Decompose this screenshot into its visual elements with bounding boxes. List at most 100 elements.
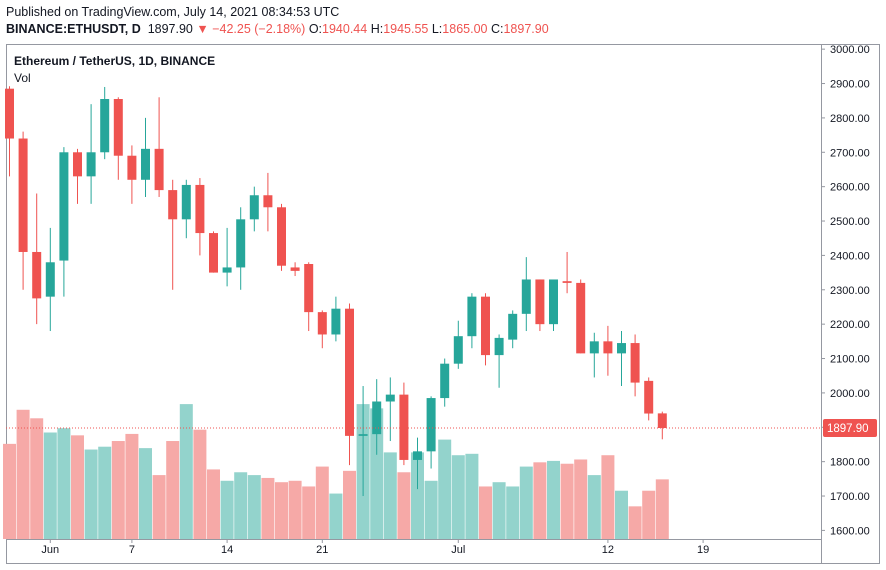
candle[interactable] <box>317 310 327 349</box>
volume-bar <box>438 439 452 539</box>
candle[interactable] <box>399 382 409 466</box>
candle[interactable] <box>290 262 300 277</box>
candle[interactable] <box>113 97 123 180</box>
price-tick-label: 2900.00 <box>830 79 870 91</box>
candle[interactable] <box>141 117 150 197</box>
candle-body <box>358 434 368 436</box>
candle[interactable] <box>467 293 477 349</box>
candle-body <box>181 184 191 220</box>
volume-bar <box>628 506 642 539</box>
candle[interactable] <box>263 172 273 232</box>
candle[interactable] <box>521 257 531 332</box>
candle-body <box>113 99 123 156</box>
volume-bar <box>98 446 112 539</box>
candle[interactable] <box>168 179 178 290</box>
volume-bar <box>519 466 533 539</box>
low-label: L: <box>431 22 443 36</box>
candle-body <box>263 195 273 208</box>
candle[interactable] <box>494 334 504 388</box>
candle[interactable] <box>195 178 205 256</box>
candle[interactable] <box>127 145 137 204</box>
candle-body <box>317 312 327 335</box>
volume-bar <box>139 448 152 539</box>
volume-bar <box>506 486 520 539</box>
candle[interactable] <box>236 207 246 290</box>
candle[interactable] <box>249 186 259 232</box>
price-tick-label: 2200.00 <box>830 319 870 331</box>
candle[interactable] <box>657 411 667 440</box>
candle[interactable] <box>358 386 368 497</box>
candle[interactable] <box>222 227 232 287</box>
candle[interactable] <box>549 279 558 332</box>
candle[interactable] <box>481 293 490 366</box>
volume-bar <box>615 490 628 539</box>
candle-body <box>467 296 477 337</box>
volume-bar <box>560 463 574 539</box>
candle[interactable] <box>372 379 382 455</box>
candle[interactable] <box>154 97 164 197</box>
candle[interactable] <box>277 203 286 271</box>
volume-bar <box>397 472 411 539</box>
candle[interactable] <box>345 303 354 466</box>
time-tick-label: Jun <box>41 544 59 556</box>
volume-bar <box>71 435 84 539</box>
time-tick-label: 7 <box>129 544 135 556</box>
candle-body <box>222 267 232 273</box>
time-axis: Jun 7 14 21 Jul 12 19 <box>41 539 709 556</box>
candle[interactable] <box>304 262 314 332</box>
candle-body <box>521 279 531 314</box>
candle[interactable] <box>576 279 586 354</box>
candle[interactable] <box>181 179 191 239</box>
candle-body <box>5 88 14 139</box>
candle-body <box>195 184 205 234</box>
candle[interactable] <box>331 296 341 342</box>
candle[interactable] <box>209 231 218 273</box>
candle[interactable] <box>440 358 450 407</box>
volume-bar <box>193 429 207 539</box>
volume-bar <box>3 443 16 539</box>
candle[interactable] <box>644 377 654 421</box>
candle-body <box>549 279 558 325</box>
candle[interactable] <box>589 332 599 378</box>
price-tick-label: 1800.00 <box>830 457 870 469</box>
candle[interactable] <box>426 396 436 469</box>
candle[interactable] <box>32 193 42 325</box>
time-tick-label: 12 <box>602 544 614 556</box>
candle[interactable] <box>562 251 572 294</box>
candle[interactable] <box>617 331 626 387</box>
volume-bar <box>220 480 234 539</box>
candle-body <box>168 190 178 220</box>
candle-body <box>86 152 96 177</box>
volume-bar <box>30 418 44 539</box>
candle[interactable] <box>508 310 518 349</box>
candle-body <box>617 343 626 354</box>
candle[interactable] <box>73 148 82 204</box>
volume-bar <box>424 480 438 539</box>
candle[interactable] <box>18 131 28 290</box>
time-tick-label: 21 <box>316 544 328 556</box>
candle[interactable] <box>603 325 613 376</box>
price-tick-label: 2800.00 <box>830 113 870 125</box>
last-price-marker: 1897.90 <box>6 419 877 438</box>
candle[interactable] <box>535 279 545 332</box>
chart-header: Published on TradingView.com, July 14, 2… <box>6 4 549 38</box>
candle-body <box>154 148 164 191</box>
candle[interactable] <box>385 377 395 442</box>
candle[interactable] <box>5 86 14 177</box>
low-value: 1865.00 <box>442 22 488 36</box>
open-value: 1940.44 <box>322 22 368 36</box>
volume-bar <box>343 470 356 539</box>
candle[interactable] <box>86 104 96 204</box>
volume-bar <box>152 475 166 539</box>
candle[interactable] <box>413 437 422 490</box>
candle[interactable] <box>453 320 463 369</box>
time-tick-label: 19 <box>697 544 709 556</box>
candle[interactable] <box>100 86 110 160</box>
candle[interactable] <box>59 147 69 297</box>
symbol-label: BINANCE:ETHUSDT, D <box>6 22 141 36</box>
volume-bar <box>302 486 316 539</box>
candle[interactable] <box>45 227 55 332</box>
candle[interactable] <box>630 334 640 397</box>
time-tick-label: Jul <box>451 544 465 556</box>
